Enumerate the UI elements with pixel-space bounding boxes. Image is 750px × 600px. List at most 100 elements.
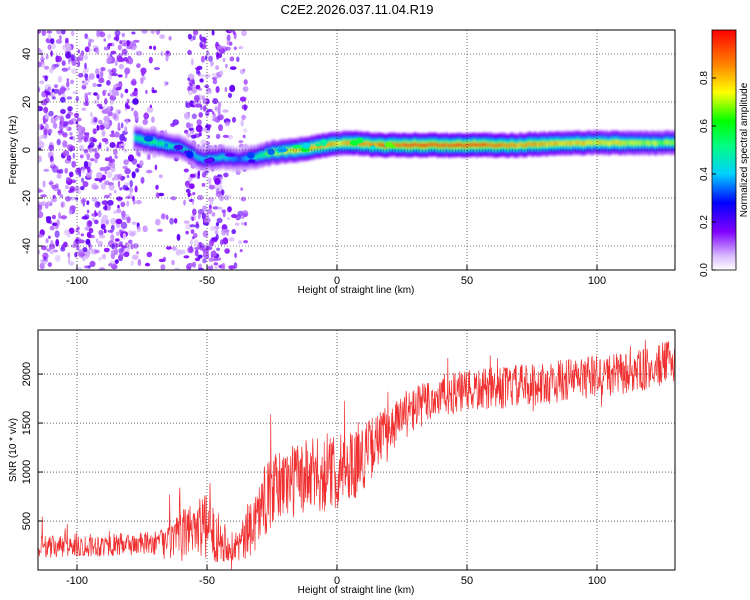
noise-speckle bbox=[131, 78, 137, 86]
noise-speckle bbox=[104, 89, 108, 93]
noise-speckle bbox=[132, 254, 139, 260]
noise-speckle bbox=[97, 210, 102, 218]
ridge-cell bbox=[534, 141, 536, 146]
noise-speckle bbox=[98, 177, 103, 183]
ridge-cell bbox=[377, 142, 379, 147]
noise-speckle bbox=[92, 116, 98, 123]
noise-speckle bbox=[125, 73, 128, 79]
ridge-cell bbox=[589, 140, 591, 145]
ridge-cell bbox=[671, 140, 673, 145]
noise-speckle bbox=[54, 254, 61, 262]
noise-speckle bbox=[212, 98, 219, 105]
noise-speckle bbox=[73, 112, 80, 118]
noise-speckle bbox=[136, 199, 142, 205]
ridge-cell bbox=[577, 141, 579, 145]
noise-speckle bbox=[216, 217, 223, 224]
colorbar-tick-label: 0.8 bbox=[699, 71, 710, 85]
noise-speckle bbox=[187, 263, 194, 267]
noise-speckle bbox=[45, 238, 49, 244]
noise-speckle bbox=[110, 50, 117, 55]
x-tick-label: -100 bbox=[66, 275, 88, 287]
ridge-cell bbox=[244, 156, 247, 161]
ridge-cell bbox=[645, 140, 647, 145]
ridge-cell bbox=[526, 142, 529, 147]
noise-speckle bbox=[124, 187, 130, 191]
ridge-cell bbox=[641, 140, 643, 144]
ridge-cell bbox=[417, 143, 419, 148]
noise-speckle bbox=[76, 117, 82, 122]
snr-frame bbox=[37, 329, 676, 571]
ridge-cell bbox=[489, 142, 491, 147]
y-tick-label: 40 bbox=[21, 48, 33, 60]
noise-speckle bbox=[65, 113, 71, 119]
noise-speckle bbox=[238, 140, 244, 144]
ridge-cell bbox=[286, 149, 288, 153]
noise-speckle bbox=[188, 183, 195, 190]
noise-speckle bbox=[208, 204, 212, 210]
ridge-cell bbox=[400, 143, 403, 148]
noise-speckle bbox=[210, 242, 214, 246]
noise-speckle bbox=[111, 72, 119, 77]
noise-speckle bbox=[96, 74, 100, 79]
noise-speckle bbox=[112, 112, 117, 120]
noise-speckle bbox=[77, 248, 84, 257]
noise-speckle bbox=[191, 113, 197, 120]
noise-speckle bbox=[76, 189, 81, 195]
noise-speckle bbox=[165, 50, 170, 54]
noise-speckle bbox=[47, 44, 52, 51]
ridge-cell bbox=[616, 140, 618, 144]
noise-speckle bbox=[110, 217, 117, 225]
ridge-cell bbox=[239, 156, 241, 161]
ridge-cell bbox=[266, 151, 269, 155]
noise-speckle bbox=[174, 218, 178, 224]
noise-speckle bbox=[145, 89, 148, 95]
noise-speckle bbox=[231, 213, 238, 219]
ridge-cell bbox=[546, 142, 548, 147]
noise-speckle bbox=[164, 80, 168, 87]
noise-speckle bbox=[157, 228, 163, 232]
ridge-cell bbox=[259, 153, 261, 158]
ridge-cell bbox=[408, 142, 410, 147]
ridge-cell bbox=[582, 141, 585, 146]
ridge-cell bbox=[532, 143, 534, 148]
noise-speckle bbox=[43, 168, 50, 172]
noise-speckle bbox=[199, 41, 203, 48]
y-tick-label: -40 bbox=[21, 238, 33, 254]
noise-speckle bbox=[39, 125, 45, 130]
noise-speckle bbox=[144, 262, 151, 267]
ridge-cell bbox=[656, 141, 659, 146]
noise-speckle bbox=[155, 184, 159, 190]
ridge-cell bbox=[625, 141, 627, 145]
noise-speckle bbox=[49, 225, 55, 231]
ridge-cell bbox=[409, 143, 412, 148]
ridge-cell bbox=[467, 143, 469, 148]
ridge-cell bbox=[624, 141, 626, 146]
noise-speckle bbox=[222, 237, 229, 245]
noise-speckle bbox=[91, 115, 94, 123]
noise-speckle bbox=[80, 233, 85, 237]
ridge-blob bbox=[349, 139, 359, 146]
ridge-cell bbox=[170, 143, 172, 148]
noise-speckle bbox=[103, 38, 106, 42]
noise-speckle bbox=[42, 200, 46, 206]
ridge-cell bbox=[242, 157, 244, 161]
ridge-cell bbox=[543, 141, 546, 146]
noise-speckle bbox=[59, 96, 66, 103]
noise-speckle bbox=[174, 267, 180, 270]
noise-speckle bbox=[106, 146, 109, 152]
noise-speckle bbox=[210, 264, 214, 270]
noise-speckle bbox=[194, 257, 201, 262]
ridge-cell bbox=[421, 143, 423, 147]
noise-speckle bbox=[241, 114, 246, 121]
noise-speckle bbox=[62, 140, 68, 148]
noise-speckle bbox=[242, 134, 246, 139]
noise-speckle bbox=[193, 239, 199, 247]
ridge-cell bbox=[201, 157, 204, 161]
noise-speckle bbox=[224, 87, 228, 92]
ridge-cell bbox=[581, 141, 583, 146]
noise-speckle bbox=[50, 38, 55, 45]
noise-speckle bbox=[162, 256, 166, 262]
noise-speckle bbox=[190, 123, 193, 129]
noise-speckle bbox=[200, 104, 203, 111]
noise-speckle bbox=[217, 206, 223, 210]
